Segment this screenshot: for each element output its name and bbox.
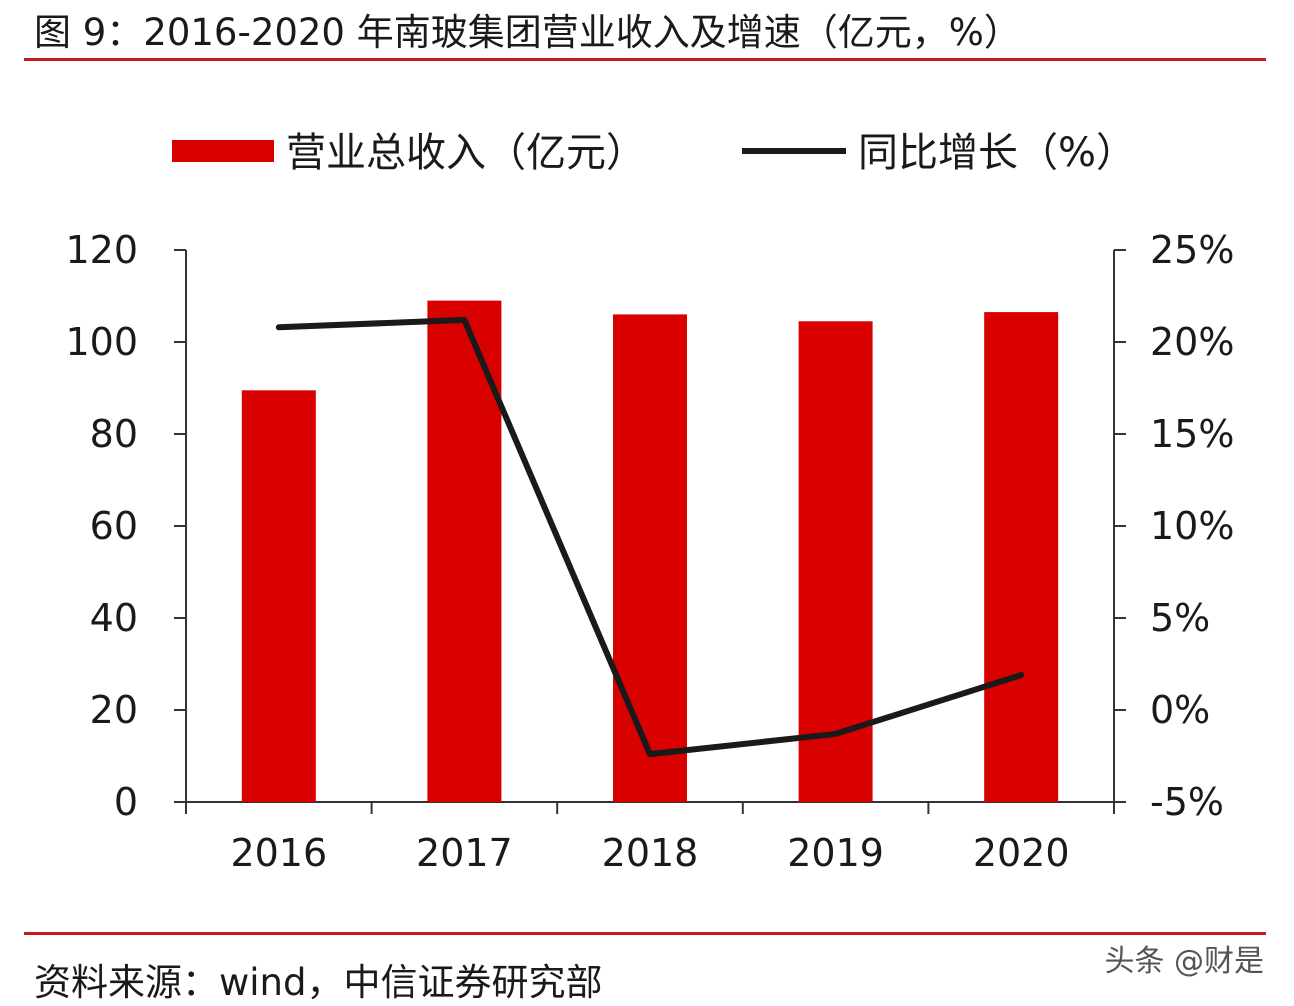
combo-chart: 营业总收入（亿元） 同比增长（%） 0 20 40 60 80 100 120 -5% 0% 5%…: [0, 0, 1294, 930]
y-right-tick-label: 15%: [1150, 412, 1234, 456]
y-left-tick-label: 20: [90, 688, 138, 732]
legend-line-label: 同比增长（%）: [858, 130, 1136, 176]
y-right-tick-label: 25%: [1150, 228, 1234, 272]
bars: [242, 301, 1058, 802]
legend-bar-swatch: [172, 140, 274, 162]
revenue-bar: [799, 321, 873, 802]
y-left-tick-label: 0: [114, 780, 138, 824]
y-left-tick-label: 100: [65, 320, 138, 364]
y-right-tick-label: 20%: [1150, 320, 1234, 364]
x-tick-label: 2016: [230, 831, 327, 875]
y-right-tick-label: 10%: [1150, 504, 1234, 548]
y-left-tick-label: 120: [65, 228, 138, 272]
y-left-tick-label: 60: [90, 504, 138, 548]
revenue-bar: [984, 312, 1058, 802]
y-right-tick-label: 5%: [1150, 596, 1210, 640]
y-left-tick-label: 80: [90, 412, 138, 456]
revenue-bar: [242, 390, 316, 802]
y-right-tick-label: -5%: [1150, 780, 1224, 824]
source-note: 资料来源：wind，中信证券研究部: [34, 952, 602, 1006]
revenue-bar: [613, 314, 687, 802]
y-right-tick-label: 0%: [1150, 688, 1210, 732]
y-left-tick-label: 40: [90, 596, 138, 640]
x-tick-label: 2019: [787, 831, 884, 875]
watermark: 头条 @财是: [1104, 936, 1264, 980]
x-tick-label: 2020: [973, 831, 1070, 875]
legend: 营业总收入（亿元） 同比增长（%）: [172, 130, 1136, 176]
legend-bar-label: 营业总收入（亿元）: [286, 130, 646, 176]
x-tick-label: 2017: [416, 831, 513, 875]
x-tick-label: 2018: [602, 831, 699, 875]
footer-divider: [24, 932, 1266, 935]
